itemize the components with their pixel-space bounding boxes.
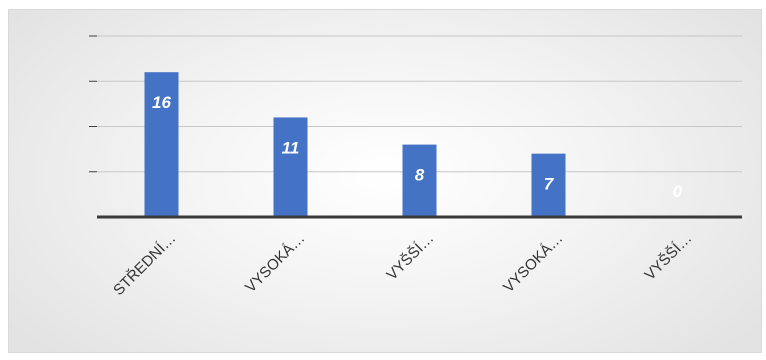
data-label: 7 — [544, 175, 555, 194]
bar — [144, 72, 179, 217]
bar — [273, 117, 308, 217]
chart-area: 16 11 8 7 0 STŘEDNÍ… VYSOKÁ… VYŠŠÍ… VYSOKÁ… VYŠŠ… — [8, 9, 762, 353]
category-label: VYŠŠÍ… — [641, 230, 695, 284]
category-label: STŘEDNÍ… — [110, 230, 179, 299]
data-label: 0 — [673, 182, 683, 201]
bar — [531, 153, 566, 217]
category-label: VYŠŠÍ… — [383, 230, 437, 284]
data-label: 8 — [415, 166, 425, 185]
category-label: VYSOKÁ… — [242, 230, 308, 296]
data-label: 16 — [152, 93, 171, 112]
bar-series — [144, 72, 566, 217]
bar — [402, 144, 437, 217]
category-labels: STŘEDNÍ… VYSOKÁ… VYŠŠÍ… VYSOKÁ… VYŠŠÍ… — [110, 230, 695, 299]
category-label: VYSOKÁ… — [500, 230, 566, 296]
data-label: 11 — [282, 138, 300, 157]
data-labels: 16 11 8 7 0 — [152, 93, 683, 201]
bar-chart: 16 11 8 7 0 STŘEDNÍ… VYSOKÁ… VYŠŠÍ… VYSOKÁ… VYŠŠ… — [89, 35, 742, 299]
